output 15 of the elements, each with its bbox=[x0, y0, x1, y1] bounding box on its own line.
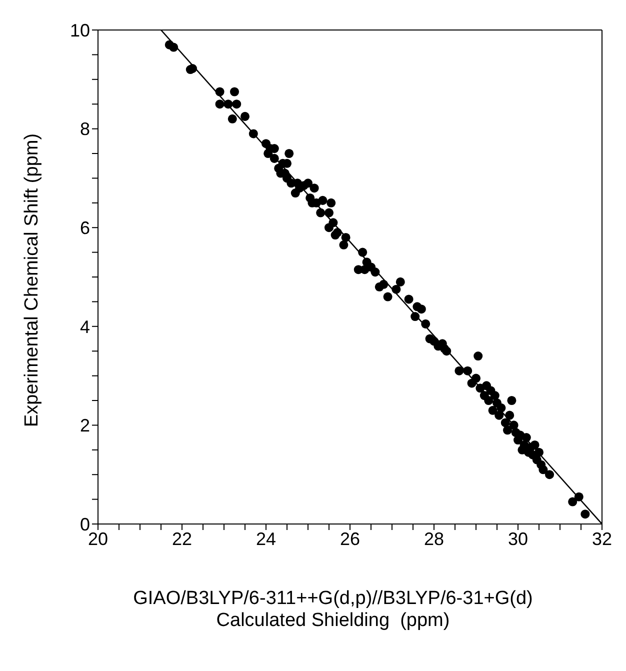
y-axis-title: Experimental Chemical Shift (ppm) bbox=[22, 133, 43, 427]
y-tick-label: 6 bbox=[80, 218, 90, 238]
y-tick-label: 2 bbox=[80, 416, 90, 436]
x-tick-label: 28 bbox=[424, 528, 444, 549]
x-tick-label: 24 bbox=[256, 528, 276, 549]
x-axis-title: GIAO/B3LYP/6-311++G(d,p)//B3LYP/6-31+G(d) Calculated Shielding (ppm) bbox=[132, 588, 534, 632]
x-tick-label: 20 bbox=[88, 528, 108, 549]
x-tick-label: 26 bbox=[340, 528, 360, 549]
x-tick-label: 30 bbox=[508, 528, 528, 549]
y-tick-label: 4 bbox=[80, 316, 90, 337]
y-tick-label: 10 bbox=[70, 20, 90, 40]
y-tick-label: 0 bbox=[80, 514, 90, 534]
x-tick-label: 32 bbox=[592, 528, 612, 549]
y-tick-label: 8 bbox=[80, 119, 90, 140]
x-tick-label: 22 bbox=[172, 528, 192, 549]
